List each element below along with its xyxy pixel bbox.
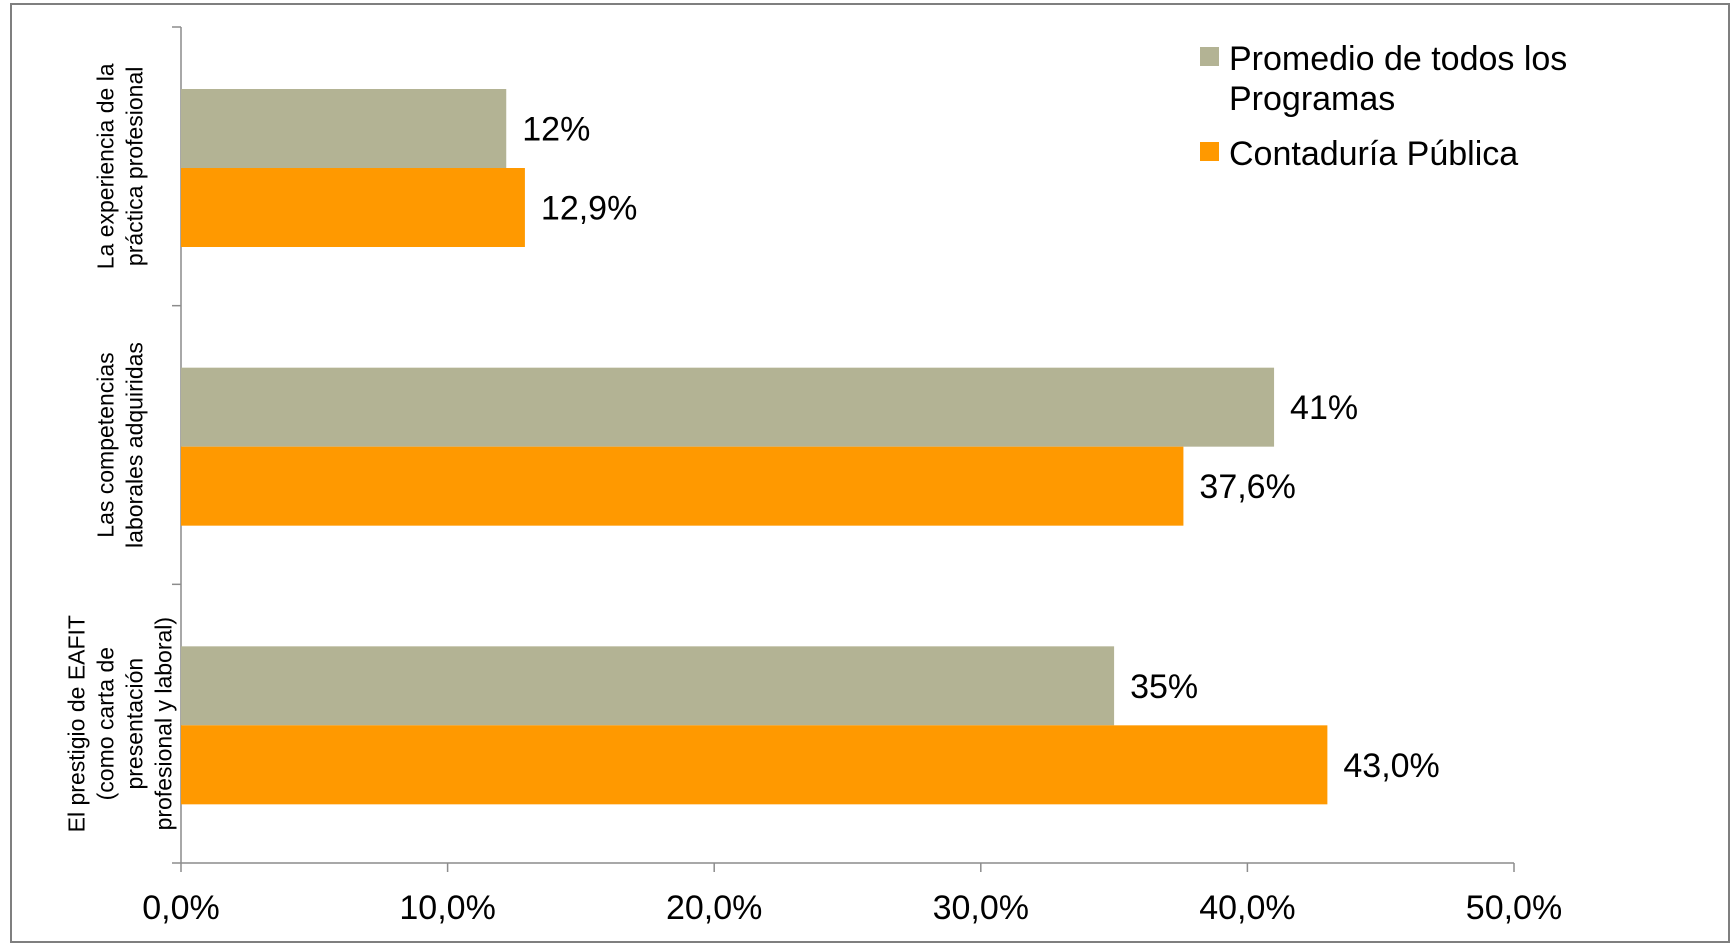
category-label: El prestigio de EAFIT: [64, 615, 90, 832]
bar-contaduria: [181, 446, 1184, 526]
bar-contaduria: [181, 168, 525, 247]
data-label: 12%: [522, 111, 590, 149]
x-tick-label: 40,0%: [1199, 889, 1295, 927]
x-tick-label: 50,0%: [1466, 889, 1562, 927]
legend-label: Programas: [1229, 80, 1395, 118]
bar-contaduria: [181, 725, 1328, 805]
x-tick-label: 30,0%: [933, 889, 1029, 927]
category-label: presentación: [122, 658, 148, 790]
data-label: 37,6%: [1199, 468, 1295, 506]
x-tick-label: 20,0%: [666, 889, 762, 927]
category-label: (como carta de: [93, 647, 119, 800]
x-tick-label: 0,0%: [142, 889, 220, 927]
data-label: 41%: [1290, 389, 1358, 427]
x-tick-label: 10,0%: [399, 889, 495, 927]
category-label: profesional y laboral): [151, 617, 177, 831]
legend-label: Promedio de todos los: [1229, 40, 1567, 78]
bar-promedio: [181, 89, 507, 168]
bar-promedio: [181, 367, 1275, 447]
data-label: 43,0%: [1343, 747, 1439, 785]
category-label: La experiencia de la: [93, 63, 119, 269]
legend-swatch: [1200, 142, 1219, 161]
category-label: laborales adquiridas: [122, 342, 148, 548]
legend-swatch: [1200, 47, 1219, 66]
legend-label: Contaduría Pública: [1229, 135, 1518, 173]
bar-promedio: [181, 646, 1115, 726]
category-label: práctica profesional: [122, 67, 148, 266]
data-label: 35%: [1130, 668, 1198, 706]
data-label: 12,9%: [541, 190, 637, 228]
category-label: Las competencias: [93, 352, 119, 537]
